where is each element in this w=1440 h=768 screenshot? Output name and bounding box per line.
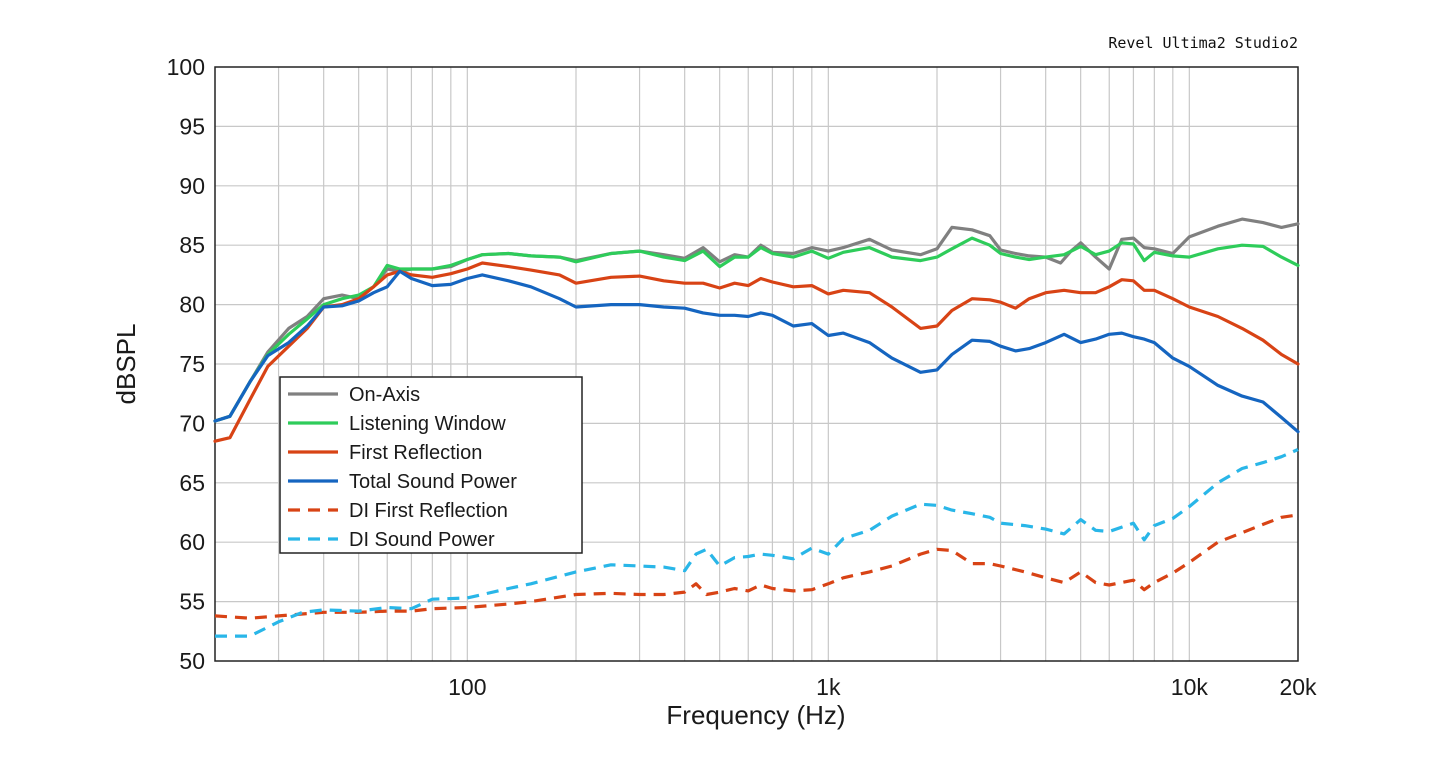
series-line-total-sound-power: [213, 269, 1300, 434]
legend-box: [279, 376, 583, 554]
y-tick-label: 55: [179, 589, 205, 615]
y-tick-label: 100: [167, 54, 205, 80]
y-tick-label: 95: [179, 113, 205, 139]
series-line-di-first-reflection: [214, 513, 1299, 620]
y-tick-label: 90: [179, 173, 205, 199]
legend-label: First Reflection: [349, 442, 482, 464]
y-tick-label: 50: [179, 648, 205, 674]
y-tick-label: 80: [179, 292, 205, 318]
series-line-listening-window: [213, 236, 1300, 423]
x-tick-label: 1k: [816, 674, 841, 700]
grid-lines: [215, 67, 1298, 661]
legend-label: On-Axis: [349, 384, 420, 406]
y-axis-label: dBSPL: [111, 324, 141, 405]
y-tick-label: 70: [179, 410, 205, 436]
series-line-first-reflection: [213, 261, 1300, 443]
x-tick-labels: 100 1k 10k 20k: [448, 674, 1317, 700]
y-tick-label: 75: [179, 351, 205, 377]
legend-items: On-Axis Listening Window First Reflection T…: [288, 384, 517, 551]
x-tick-label: 100: [448, 674, 486, 700]
y-tick-labels: 100 95 90 85 80 75 70 65 60 55 50: [167, 54, 205, 674]
legend-label: DI First Reflection: [349, 500, 508, 522]
y-tick-label: 85: [179, 232, 205, 258]
chart-title: Revel Ultima2 Studio2: [1108, 34, 1298, 52]
y-tick-label: 65: [179, 470, 205, 496]
series-line-di-sound-power: [215, 448, 1299, 638]
x-axis-label: Frequency (Hz): [666, 700, 845, 730]
legend-label: Total Sound Power: [349, 471, 517, 493]
legend-label: DI Sound Power: [349, 529, 495, 551]
series-layer: [213, 217, 1300, 638]
x-tick-label: 20k: [1279, 674, 1317, 700]
x-tick-label: 10k: [1171, 674, 1209, 700]
legend: On-Axis Listening Window First Reflection T…: [279, 376, 583, 554]
legend-label: Listening Window: [349, 413, 506, 435]
y-tick-label: 60: [179, 529, 205, 555]
